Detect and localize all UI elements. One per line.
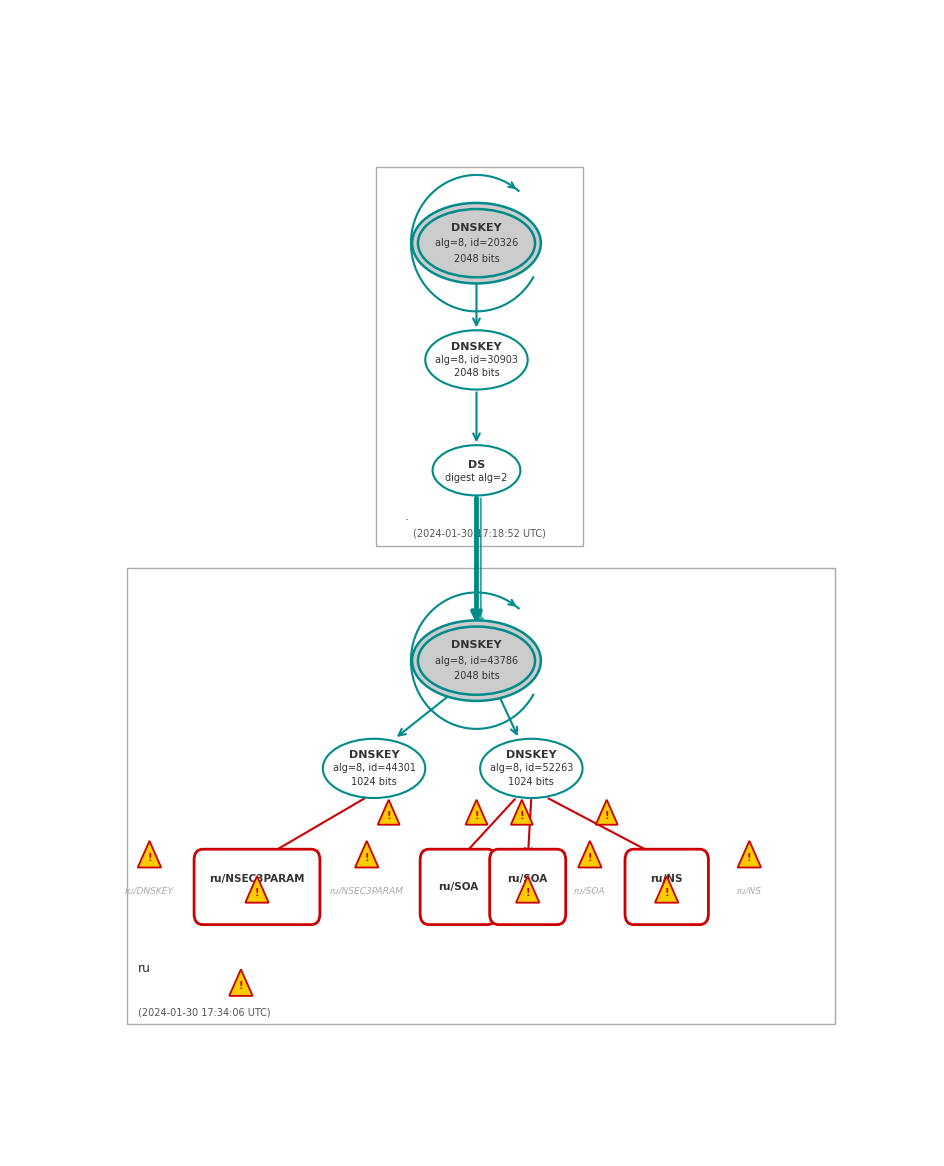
Text: !: !	[519, 810, 524, 821]
Text: !: !	[239, 982, 244, 991]
Text: !: !	[604, 810, 609, 821]
Text: alg=8, id=52263: alg=8, id=52263	[490, 764, 573, 773]
Text: !: !	[526, 888, 530, 898]
Text: DNSKEY: DNSKEY	[451, 342, 502, 352]
Text: !: !	[665, 888, 669, 898]
Text: alg=8, id=30903: alg=8, id=30903	[435, 354, 518, 365]
Ellipse shape	[425, 330, 528, 389]
Text: !: !	[147, 852, 152, 863]
Ellipse shape	[432, 445, 520, 496]
Text: DS: DS	[468, 461, 485, 470]
Polygon shape	[516, 876, 539, 902]
Text: (2024-01-30 17:34:06 UTC): (2024-01-30 17:34:06 UTC)	[138, 1007, 270, 1017]
Ellipse shape	[413, 203, 541, 283]
Text: 2048 bits: 2048 bits	[454, 670, 499, 681]
Text: alg=8, id=44301: alg=8, id=44301	[332, 764, 415, 773]
Polygon shape	[378, 800, 399, 824]
Bar	[376, 167, 582, 546]
Text: DNSKEY: DNSKEY	[451, 223, 502, 233]
Text: (2024-01-30 17:18:52 UTC): (2024-01-30 17:18:52 UTC)	[413, 528, 546, 539]
Polygon shape	[465, 800, 487, 824]
Ellipse shape	[323, 739, 425, 798]
Polygon shape	[229, 969, 253, 996]
Text: ru/SOA: ru/SOA	[508, 873, 548, 884]
Polygon shape	[596, 800, 617, 824]
Text: 1024 bits: 1024 bits	[351, 777, 396, 787]
FancyBboxPatch shape	[194, 849, 320, 925]
Text: !: !	[386, 810, 391, 821]
Ellipse shape	[418, 209, 535, 278]
Polygon shape	[511, 800, 532, 824]
Text: DNSKEY: DNSKEY	[348, 750, 399, 760]
Polygon shape	[655, 876, 679, 902]
Text: DNSKEY: DNSKEY	[451, 640, 502, 651]
Text: ru: ru	[138, 962, 151, 975]
Text: ru/DNSKEY: ru/DNSKEY	[125, 887, 174, 895]
Text: ru/SOA: ru/SOA	[438, 881, 479, 892]
Text: ru/NS: ru/NS	[650, 873, 683, 884]
Text: .: .	[405, 511, 409, 524]
Bar	[126, 568, 835, 1024]
Text: ru/NS: ru/NS	[737, 887, 762, 895]
Ellipse shape	[480, 739, 582, 798]
Text: 2048 bits: 2048 bits	[454, 253, 499, 264]
FancyBboxPatch shape	[625, 849, 708, 925]
Polygon shape	[245, 876, 269, 902]
Text: digest alg=2: digest alg=2	[446, 473, 508, 483]
Text: ru/SOA: ru/SOA	[574, 887, 606, 895]
Text: alg=8, id=43786: alg=8, id=43786	[435, 655, 518, 666]
Text: DNSKEY: DNSKEY	[506, 750, 557, 760]
FancyBboxPatch shape	[490, 849, 565, 925]
Text: ru/NSEC3PARAM: ru/NSEC3PARAM	[210, 873, 305, 884]
Polygon shape	[578, 841, 601, 868]
Ellipse shape	[413, 620, 541, 701]
Text: 1024 bits: 1024 bits	[509, 777, 554, 787]
Text: !: !	[255, 888, 260, 898]
Text: !: !	[364, 852, 369, 863]
Text: 2048 bits: 2048 bits	[454, 368, 499, 378]
Text: !: !	[747, 852, 751, 863]
Text: !: !	[474, 810, 479, 821]
Polygon shape	[355, 841, 379, 868]
Text: !: !	[587, 852, 592, 863]
Ellipse shape	[418, 626, 535, 695]
Text: alg=8, id=20326: alg=8, id=20326	[435, 238, 518, 248]
FancyBboxPatch shape	[420, 849, 497, 925]
Text: ru/NSEC3PARAM: ru/NSEC3PARAM	[329, 887, 404, 895]
Polygon shape	[138, 841, 161, 868]
Polygon shape	[737, 841, 761, 868]
